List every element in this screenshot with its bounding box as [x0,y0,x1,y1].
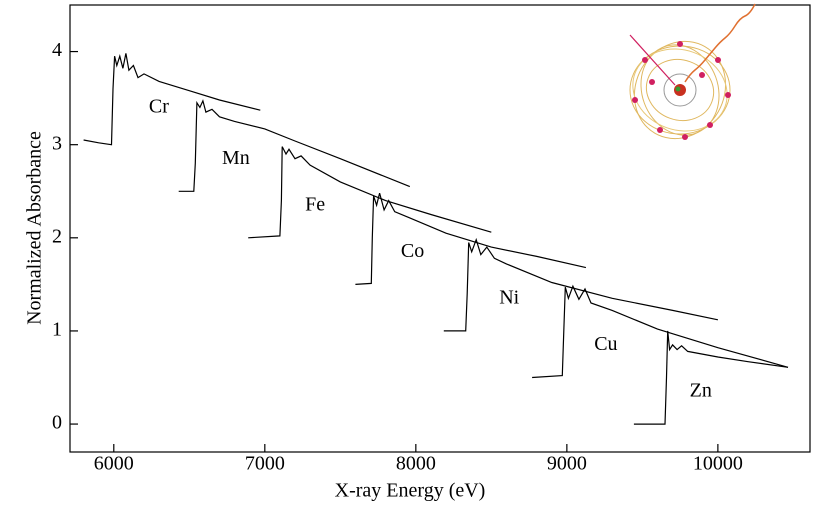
series-label: Cu [594,333,617,355]
spectrum-line [178,99,411,192]
spectrum-line [532,284,789,379]
x-tick-label: 10000 [693,453,743,475]
spectrum-line [443,237,719,332]
spectrum-line [355,192,587,285]
spectrum-line [633,330,789,425]
series-label: Fe [305,193,325,215]
y-axis-label: Normalized Absorbance [24,131,46,325]
spectrum-line [248,146,492,239]
series-label: Cr [149,96,169,118]
series-label: Mn [222,147,250,169]
series-label: Co [401,240,424,262]
plot-frame [69,4,811,453]
x-tick-label: 6000 [94,453,134,475]
x-tick-label: 7000 [245,453,285,475]
y-tick-label: 4 [52,39,62,61]
atom-icon [629,3,756,140]
x-axis-label: X-ray Energy (eV) [335,480,486,502]
series-label: Zn [690,380,712,402]
y-tick-label: 2 [52,225,62,247]
y-tick-label: 3 [52,132,62,154]
spectrum-line [83,53,261,146]
y-tick-label: 0 [52,412,62,434]
x-tick-label: 8000 [396,453,436,475]
series-label: Ni [499,287,519,309]
x-tick-label: 9000 [547,453,587,475]
y-tick-label: 1 [52,319,62,341]
